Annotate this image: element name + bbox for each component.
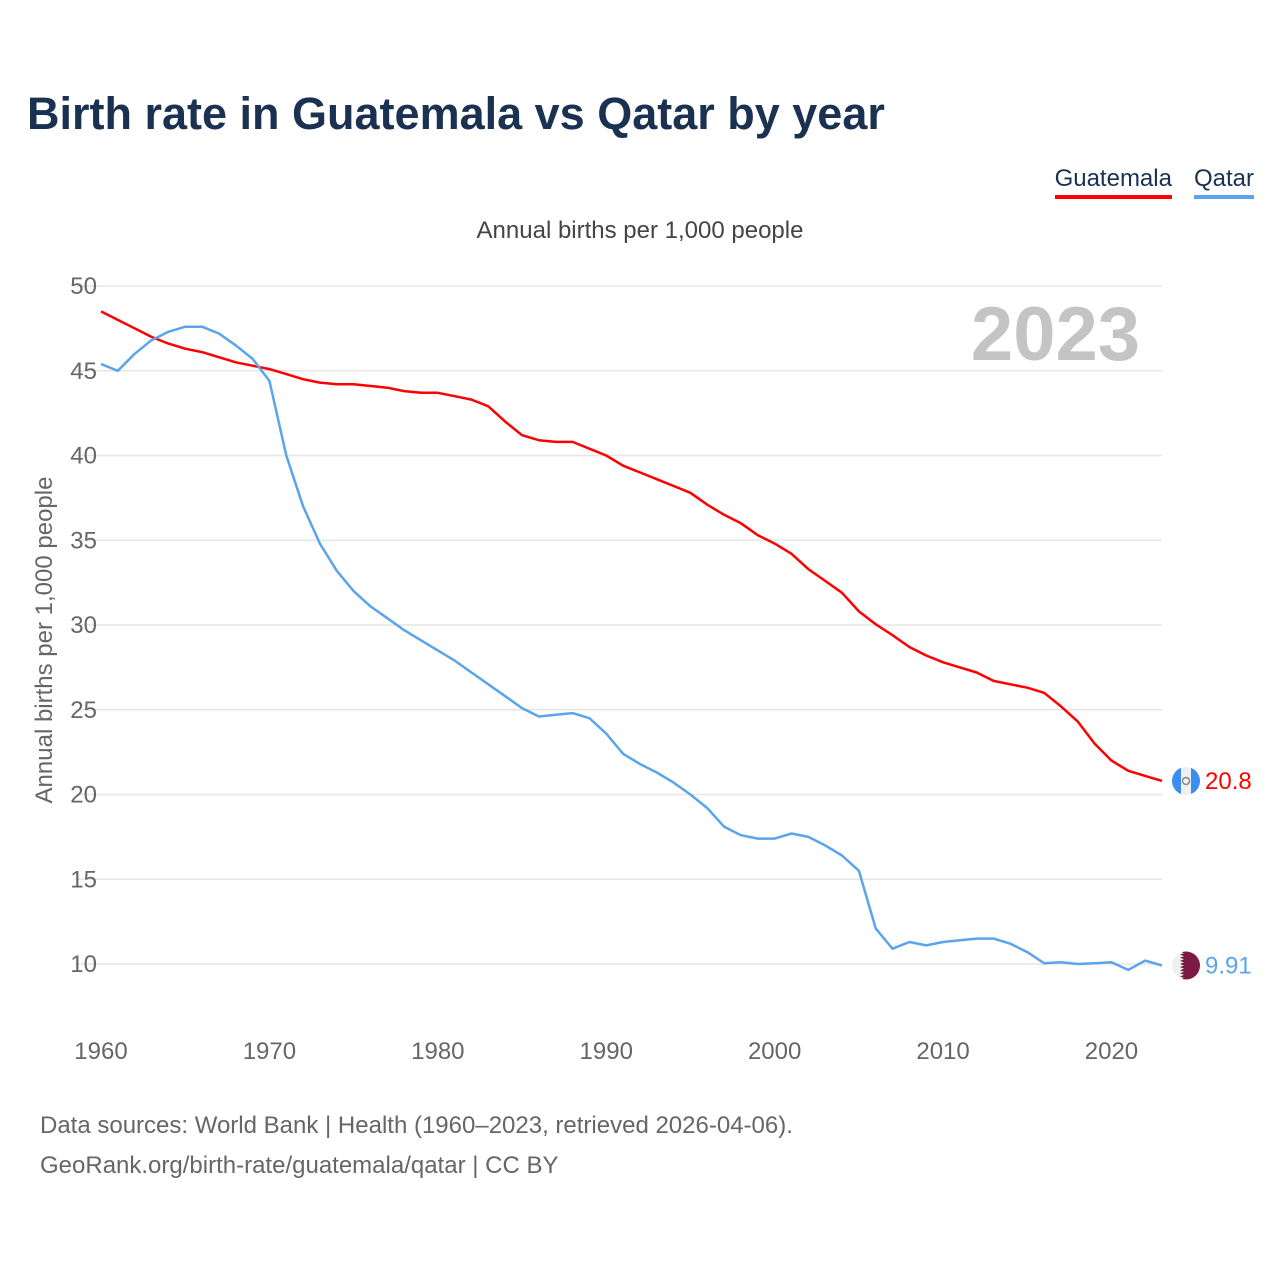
y-tick-label: 30: [70, 612, 97, 639]
end-label-qatar: 9.91: [1205, 953, 1252, 980]
y-tick-label: 45: [70, 358, 97, 385]
guatemala-flag-icon: [1172, 766, 1200, 795]
legend: Guatemala Qatar: [1054, 165, 1254, 199]
x-tick-label: 2010: [916, 1038, 969, 1065]
year-watermark: 2023: [971, 292, 1140, 377]
footer: Data sources: World Bank | Health (1960–…: [40, 1106, 793, 1186]
end-label-guatemala: 20.8: [1205, 768, 1252, 795]
x-tick-label: 2000: [748, 1038, 801, 1065]
y-tick-label: 25: [70, 697, 97, 724]
qatar-flag-icon: [1172, 951, 1200, 980]
y-tick-label: 10: [70, 951, 97, 978]
source-link[interactable]: GeoRank.org/birth-rate/guatemala/qatar |…: [40, 1152, 559, 1179]
y-tick-label: 20: [70, 782, 97, 809]
y-tick-label: 50: [70, 273, 97, 300]
legend-item-guatemala[interactable]: Guatemala: [1054, 165, 1172, 199]
x-tick-label: 1980: [411, 1038, 464, 1065]
chart-title: Birth rate in Guatemala vs Qatar by year: [27, 88, 885, 139]
chart-subtitle: Annual births per 1,000 people: [476, 217, 804, 244]
legend-item-qatar[interactable]: Qatar: [1193, 165, 1254, 199]
x-tick-label: 1970: [243, 1038, 296, 1065]
y-tick-label: 35: [70, 527, 97, 554]
x-tick-label: 2020: [1085, 1038, 1138, 1065]
y-axis-label: Annual births per 1,000 people: [31, 477, 58, 804]
data-source: Data sources: World Bank | Health (1960–…: [40, 1112, 793, 1139]
series-line-guatemala: [100, 310, 1163, 783]
y-tick-label: 15: [70, 866, 97, 893]
series-line-qatar: [100, 325, 1163, 972]
x-tick-label: 1960: [74, 1038, 127, 1065]
y-tick-label: 40: [70, 443, 97, 470]
x-tick-label: 1990: [580, 1038, 633, 1065]
